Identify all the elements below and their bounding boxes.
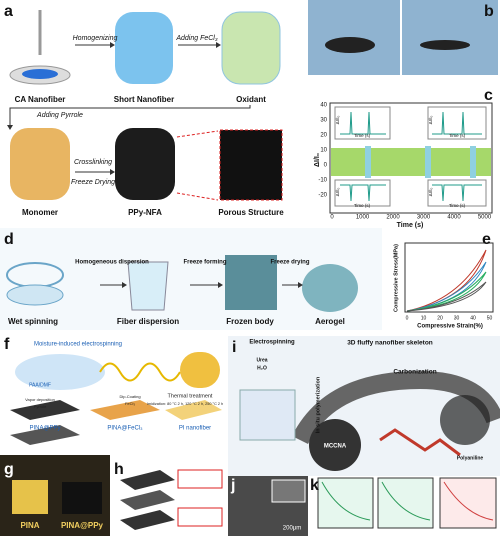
- annotation: 3D fluffy nanofiber skeleton: [347, 340, 433, 347]
- caption: PINA@PPy: [29, 426, 60, 432]
- caption: Wet spinning: [8, 317, 58, 326]
- caption: Frozen body: [226, 317, 274, 326]
- y-tick-label: -10: [318, 178, 327, 184]
- annotation: PAA/DMF: [29, 382, 51, 388]
- panel-d-art: [0, 228, 382, 330]
- x-tick-label: 3000: [417, 215, 431, 221]
- caption: Oxidant: [236, 95, 266, 104]
- panel-label: g: [4, 461, 14, 478]
- inset-axis-title: Time (s): [449, 203, 466, 208]
- inset-axis-title: Time (s): [354, 203, 371, 208]
- panel-e-plot: [404, 242, 494, 313]
- caption: PINA: [20, 521, 39, 530]
- arrow-label: Freeze forming: [183, 260, 226, 266]
- arrow-label: Adding FeCl₃: [175, 35, 218, 42]
- inset-axis-title: Time (s): [449, 133, 466, 138]
- inset-axis-title: ΔI/I₀: [428, 116, 433, 125]
- axis-title: Compressive Stress(MPa): [393, 244, 399, 312]
- caption: Porous Structure: [218, 208, 284, 217]
- arrow-label: Homogenizing: [73, 35, 118, 42]
- x-tick-label: 4000: [447, 215, 461, 221]
- panel-label: j: [230, 477, 235, 494]
- x-tick-label: 0: [330, 215, 334, 221]
- caption: Aerogel: [315, 317, 345, 326]
- x-tick-label: 20: [437, 315, 443, 321]
- arrow-label: Freeze Drying: [71, 179, 115, 186]
- axis-title: Compressive Strain(%): [417, 324, 483, 330]
- annotation: Imidization: 80 °C 2 h, 120 °C 2 h, 250 …: [147, 402, 223, 406]
- panel-label: f: [4, 336, 10, 353]
- panel-label: c: [484, 87, 493, 104]
- annotation: H₂O: [257, 365, 267, 371]
- panel-label: d: [4, 231, 14, 248]
- caption: PINA@PPy: [61, 521, 104, 530]
- panel-label: i: [232, 339, 236, 356]
- panel-label: k: [310, 477, 319, 494]
- panel-label: b: [484, 3, 494, 20]
- arrow-label: Adding Pyrrole: [36, 112, 83, 119]
- panel-j-inset: [271, 479, 306, 503]
- scale-bar: 200μm: [283, 526, 301, 532]
- annotation: FeCl₃: [125, 401, 135, 406]
- annotation: Vapor deposition: [25, 397, 55, 402]
- panel-f-art: [10, 352, 222, 445]
- axis-title: Time (s): [397, 222, 424, 229]
- inset-axis-title: ΔI/I₀: [428, 188, 433, 197]
- caption: PINA@FeCl₃: [107, 426, 143, 432]
- x-tick-label: 50: [487, 315, 493, 321]
- y-tick-label: 40: [320, 103, 327, 109]
- panel-g-sample: [12, 480, 48, 514]
- x-tick-label: 2000: [386, 215, 400, 221]
- y-tick-label: 10: [320, 148, 327, 154]
- panel-g-sample: [62, 482, 102, 514]
- arrow-label: Homogeneous dispersion: [75, 260, 149, 266]
- y-tick-label: 0: [324, 163, 328, 169]
- y-tick-label: 20: [320, 133, 327, 139]
- x-tick-label: 40: [470, 315, 476, 321]
- caption: Short Nanofiber: [114, 95, 174, 104]
- panel-label: h: [114, 461, 124, 478]
- caption: PPy-NFA: [128, 208, 162, 217]
- y-tick-label: 30: [320, 118, 327, 124]
- panel-h-art: [120, 469, 223, 530]
- caption: Fiber dispersion: [117, 317, 179, 326]
- x-tick-label: 30: [454, 315, 460, 321]
- x-tick-label: 1000: [356, 215, 370, 221]
- arrow-label: Crosslinking: [74, 159, 112, 166]
- annotation: Dip-Coating: [119, 394, 140, 399]
- panel-label: a: [4, 3, 13, 20]
- axis-title: ΔI/I₀: [314, 153, 321, 167]
- inset-axis-title: ΔI/I₀: [335, 116, 340, 125]
- panel-k-plots: [317, 477, 497, 529]
- caption: PI nanofiber: [179, 426, 211, 432]
- x-tick-label: 5000: [478, 215, 492, 221]
- panel-b-photo: [308, 0, 498, 75]
- annotation: Carbonization: [393, 369, 436, 376]
- annotation: Polyaniline: [457, 455, 484, 461]
- annotation: Pyrrole: [34, 404, 47, 409]
- annotation: Electrospinning: [249, 340, 295, 346]
- caption: CA Nanofiber: [15, 95, 66, 104]
- panel-label: e: [482, 231, 491, 248]
- caption: Monomer: [22, 208, 58, 217]
- y-tick-label: -20: [318, 193, 327, 199]
- annotation: MCCNA: [324, 444, 347, 450]
- annotation: Moisture-induced electrospinning: [34, 342, 122, 348]
- panel-c-plot: [329, 102, 493, 214]
- annotation: Urea: [256, 357, 267, 363]
- inset-axis-title: Time (s): [354, 133, 371, 138]
- annotation: In situ polymerization: [315, 376, 321, 433]
- x-tick-label: 10: [421, 315, 427, 321]
- annotation: Thermal treatment: [168, 393, 213, 399]
- arrow-label: Freeze drying: [270, 260, 309, 266]
- panel-a-art: [7, 10, 283, 201]
- panel-i-art: [228, 336, 500, 476]
- inset-axis-title: ΔI/I₀: [335, 188, 340, 197]
- x-tick-label: 0: [406, 315, 409, 321]
